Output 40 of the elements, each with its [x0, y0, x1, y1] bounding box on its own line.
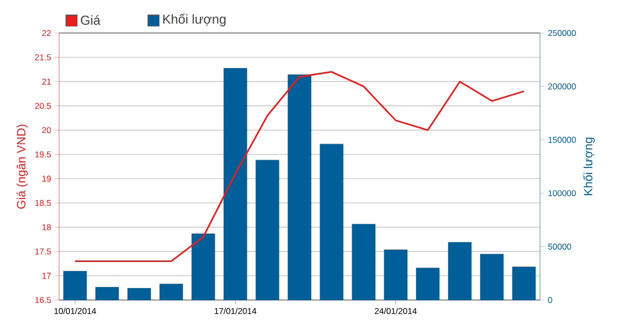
y2-tick-label: 0: [548, 296, 552, 304]
y2-tick-label: 150000: [548, 136, 576, 143]
y2-tick-label: 200000: [548, 83, 576, 90]
y-tick-label: 19.5: [35, 151, 51, 158]
bar: [512, 266, 536, 300]
bar: [352, 224, 376, 300]
y-tick-label: 17: [42, 272, 51, 279]
bar: [127, 288, 151, 300]
bar: [416, 268, 440, 300]
bar: [256, 160, 280, 300]
bar: [480, 254, 504, 300]
bar: [95, 286, 119, 300]
y-tick-label: 20.5: [35, 102, 51, 109]
y-tick-label: 21.5: [35, 54, 51, 60]
y2-tick-label: 50000: [548, 244, 572, 250]
y-tick-label: 18.5: [35, 200, 51, 206]
x-tick-label: 17/01/2014: [214, 308, 256, 314]
bar: [288, 74, 312, 300]
bar: [192, 234, 216, 300]
y2-tick-label: 100000: [548, 190, 576, 196]
legend-label: Giá: [80, 15, 100, 25]
y-tick-label: 22: [42, 30, 51, 36]
y2-tick-label: 250000: [548, 30, 576, 36]
bar: [159, 284, 183, 300]
x-tick-label: 10/01/2014: [54, 308, 96, 314]
bar: [63, 270, 87, 300]
bar: [448, 242, 472, 300]
y-tick-label: 21: [42, 78, 51, 85]
y-tick-label: 17.5: [35, 248, 51, 254]
bar: [384, 250, 408, 300]
y-tick-label: 19: [42, 176, 51, 182]
y-tick-label: 16.5: [35, 296, 51, 304]
bar: [320, 144, 344, 300]
y-tick-label: 20: [42, 127, 51, 134]
bar: [224, 68, 248, 300]
x-tick-label: 24/01/2014: [374, 308, 417, 314]
legend-label: Khối lượng: [163, 14, 226, 26]
y-tick-label: 18: [42, 224, 51, 230]
y2-axis-title: Khối lượng: [583, 138, 595, 196]
y-axis-title: Giá (ngân VND): [16, 124, 28, 209]
